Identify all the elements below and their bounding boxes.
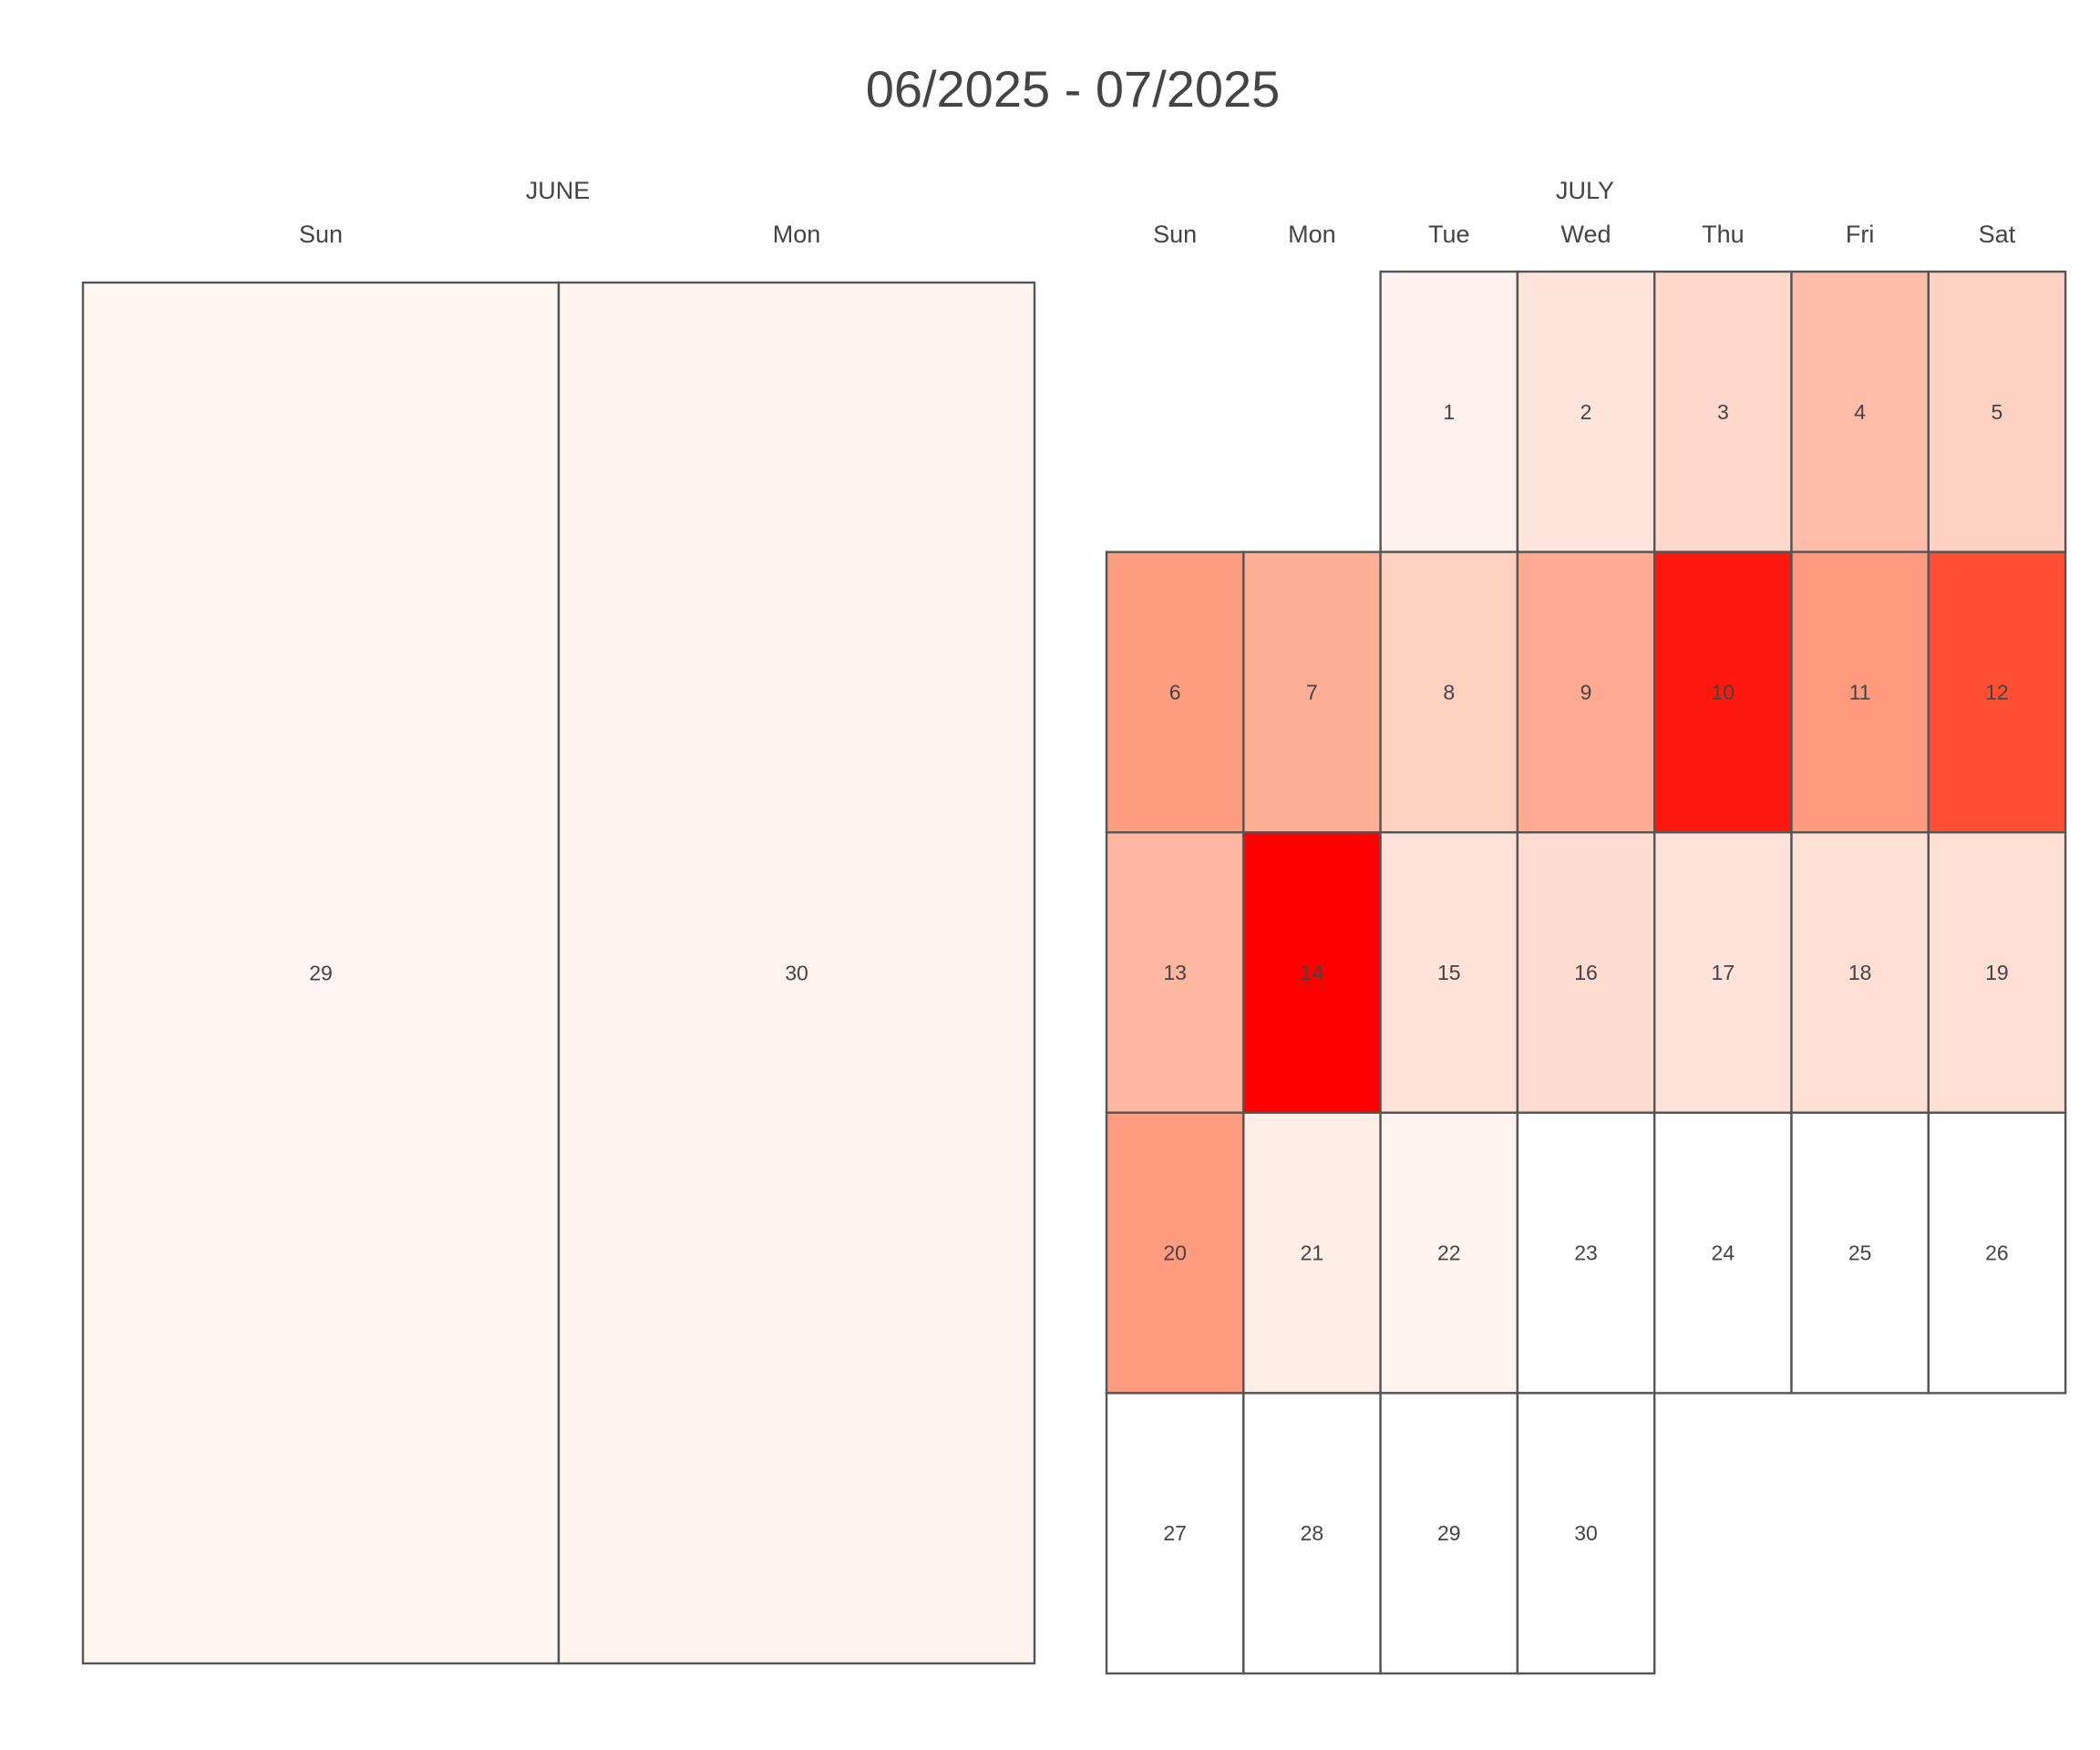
day-cell-july-20 — [1105, 1111, 1245, 1395]
day-label-july-3: 3 — [1717, 400, 1729, 424]
day-cell-july-6 — [1105, 551, 1245, 834]
day-cell-june-30 — [557, 281, 1036, 1665]
day-label-july-15: 15 — [1437, 961, 1461, 984]
day-label-july-28: 28 — [1301, 1521, 1324, 1545]
weekday-label-mon: Mon — [773, 221, 821, 248]
month-label-june: JUNE — [526, 177, 591, 204]
day-label-july-12: 12 — [1985, 680, 2009, 704]
day-label-july-17: 17 — [1712, 961, 1735, 984]
day-cell-july-21 — [1242, 1111, 1382, 1395]
weekday-label-sun: Sun — [1153, 221, 1197, 248]
day-cell-july-2 — [1516, 270, 1656, 553]
day-label-july-22: 22 — [1437, 1241, 1461, 1265]
weekday-label-fri: Fri — [1846, 221, 1874, 248]
day-label-july-9: 9 — [1580, 680, 1592, 704]
day-label-july-24: 24 — [1712, 1241, 1735, 1265]
day-cell-july-19 — [1927, 831, 2067, 1115]
day-label-july-8: 8 — [1443, 680, 1455, 704]
day-cell-july-26 — [1927, 1111, 2067, 1395]
day-cell-july-30 — [1516, 1392, 1656, 1675]
weekday-label-sun: Sun — [299, 221, 343, 248]
day-cell-july-10 — [1652, 551, 1793, 834]
day-cell-july-8 — [1379, 551, 1519, 834]
day-label-july-7: 7 — [1306, 680, 1318, 704]
day-label-july-13: 13 — [1163, 961, 1187, 984]
day-label-july-5: 5 — [1992, 400, 2003, 424]
day-cell-july-12 — [1927, 551, 2067, 834]
day-label-june-30: 30 — [785, 962, 808, 985]
month-panel-june: JUNE Sun Mon 29 30 — [81, 177, 1036, 1665]
day-label-july-19: 19 — [1985, 961, 2009, 984]
day-cell-july-3 — [1652, 270, 1793, 553]
day-label-july-11: 11 — [1849, 680, 1871, 704]
weekday-label-wed: Wed — [1561, 221, 1611, 248]
day-cell-july-17 — [1652, 831, 1793, 1115]
day-cell-june-29 — [81, 281, 561, 1665]
day-cell-july-1 — [1379, 270, 1519, 553]
day-label-july-4: 4 — [1854, 400, 1866, 424]
weekday-label-tue: Tue — [1428, 221, 1470, 248]
day-label-july-26: 26 — [1985, 1241, 2009, 1265]
day-label-july-29: 29 — [1437, 1521, 1461, 1545]
day-label-july-23: 23 — [1574, 1241, 1598, 1265]
day-label-july-27: 27 — [1163, 1521, 1187, 1545]
day-cell-july-15 — [1379, 831, 1519, 1115]
chart-title: 06/2025 - 07/2025 — [866, 60, 1281, 118]
day-cell-july-29 — [1379, 1392, 1519, 1675]
day-cell-july-4 — [1790, 270, 1930, 553]
day-label-july-16: 16 — [1574, 961, 1598, 984]
weekday-label-thu: Thu — [1702, 221, 1745, 248]
day-label-july-30: 30 — [1574, 1521, 1598, 1545]
day-label-june-29: 29 — [309, 962, 333, 985]
day-cell-july-16 — [1516, 831, 1656, 1115]
day-label-july-1: 1 — [1443, 400, 1455, 424]
day-label-july-6: 6 — [1169, 680, 1181, 704]
day-cell-july-11 — [1790, 551, 1930, 834]
day-cell-july-25 — [1790, 1111, 1930, 1395]
day-label-july-25: 25 — [1848, 1241, 1872, 1265]
day-label-july-14: 14 — [1301, 961, 1324, 984]
day-cell-july-14 — [1242, 831, 1382, 1115]
day-label-july-10: 10 — [1712, 680, 1735, 704]
month-panel-july: JULY Sun Mon Tue Wed Thu Fri Sat 1 2 3 4 56 7 8 9 10 11… — [1105, 177, 2067, 1675]
weekday-label-sat: Sat — [1979, 221, 2016, 248]
day-label-july-21: 21 — [1301, 1241, 1324, 1265]
day-cell-july-23 — [1516, 1111, 1656, 1395]
day-label-july-18: 18 — [1848, 961, 1872, 984]
weekday-label-mon: Mon — [1288, 221, 1336, 248]
day-cell-july-18 — [1790, 831, 1930, 1115]
day-cell-july-27 — [1105, 1392, 1245, 1675]
month-label-july: JULY — [1556, 177, 1614, 204]
day-label-july-20: 20 — [1163, 1241, 1187, 1265]
day-label-july-2: 2 — [1580, 400, 1592, 424]
